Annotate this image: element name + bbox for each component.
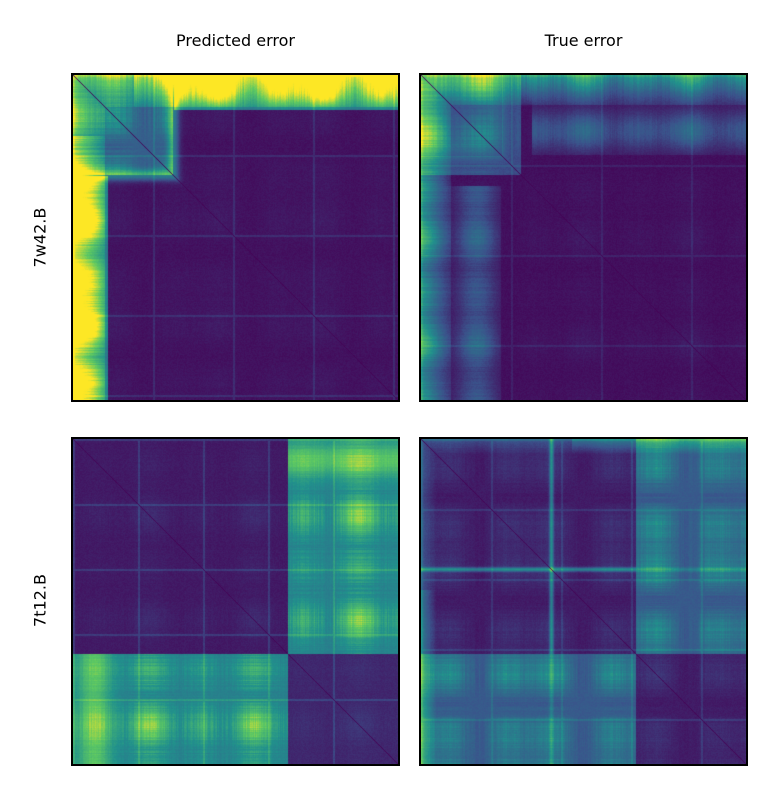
column-title-predicted: Predicted error: [176, 31, 295, 50]
heatmap-canvas-7t12-predicted: [73, 439, 398, 764]
heatmap-7w42-predicted: [71, 73, 400, 402]
row-label-7w42: 7w42.B: [30, 207, 50, 268]
heatmap-7w42-true: [419, 73, 748, 402]
heatmap-canvas-7w42-true: [421, 75, 746, 400]
heatmap-7t12-true: [419, 437, 748, 766]
heatmap-7t12-predicted: [71, 437, 400, 766]
row-label-7t12: 7t12.B: [30, 574, 50, 627]
heatmap-canvas-7t12-true: [421, 439, 746, 764]
column-title-true: True error: [544, 31, 623, 50]
heatmap-canvas-7w42-predicted: [73, 75, 398, 400]
